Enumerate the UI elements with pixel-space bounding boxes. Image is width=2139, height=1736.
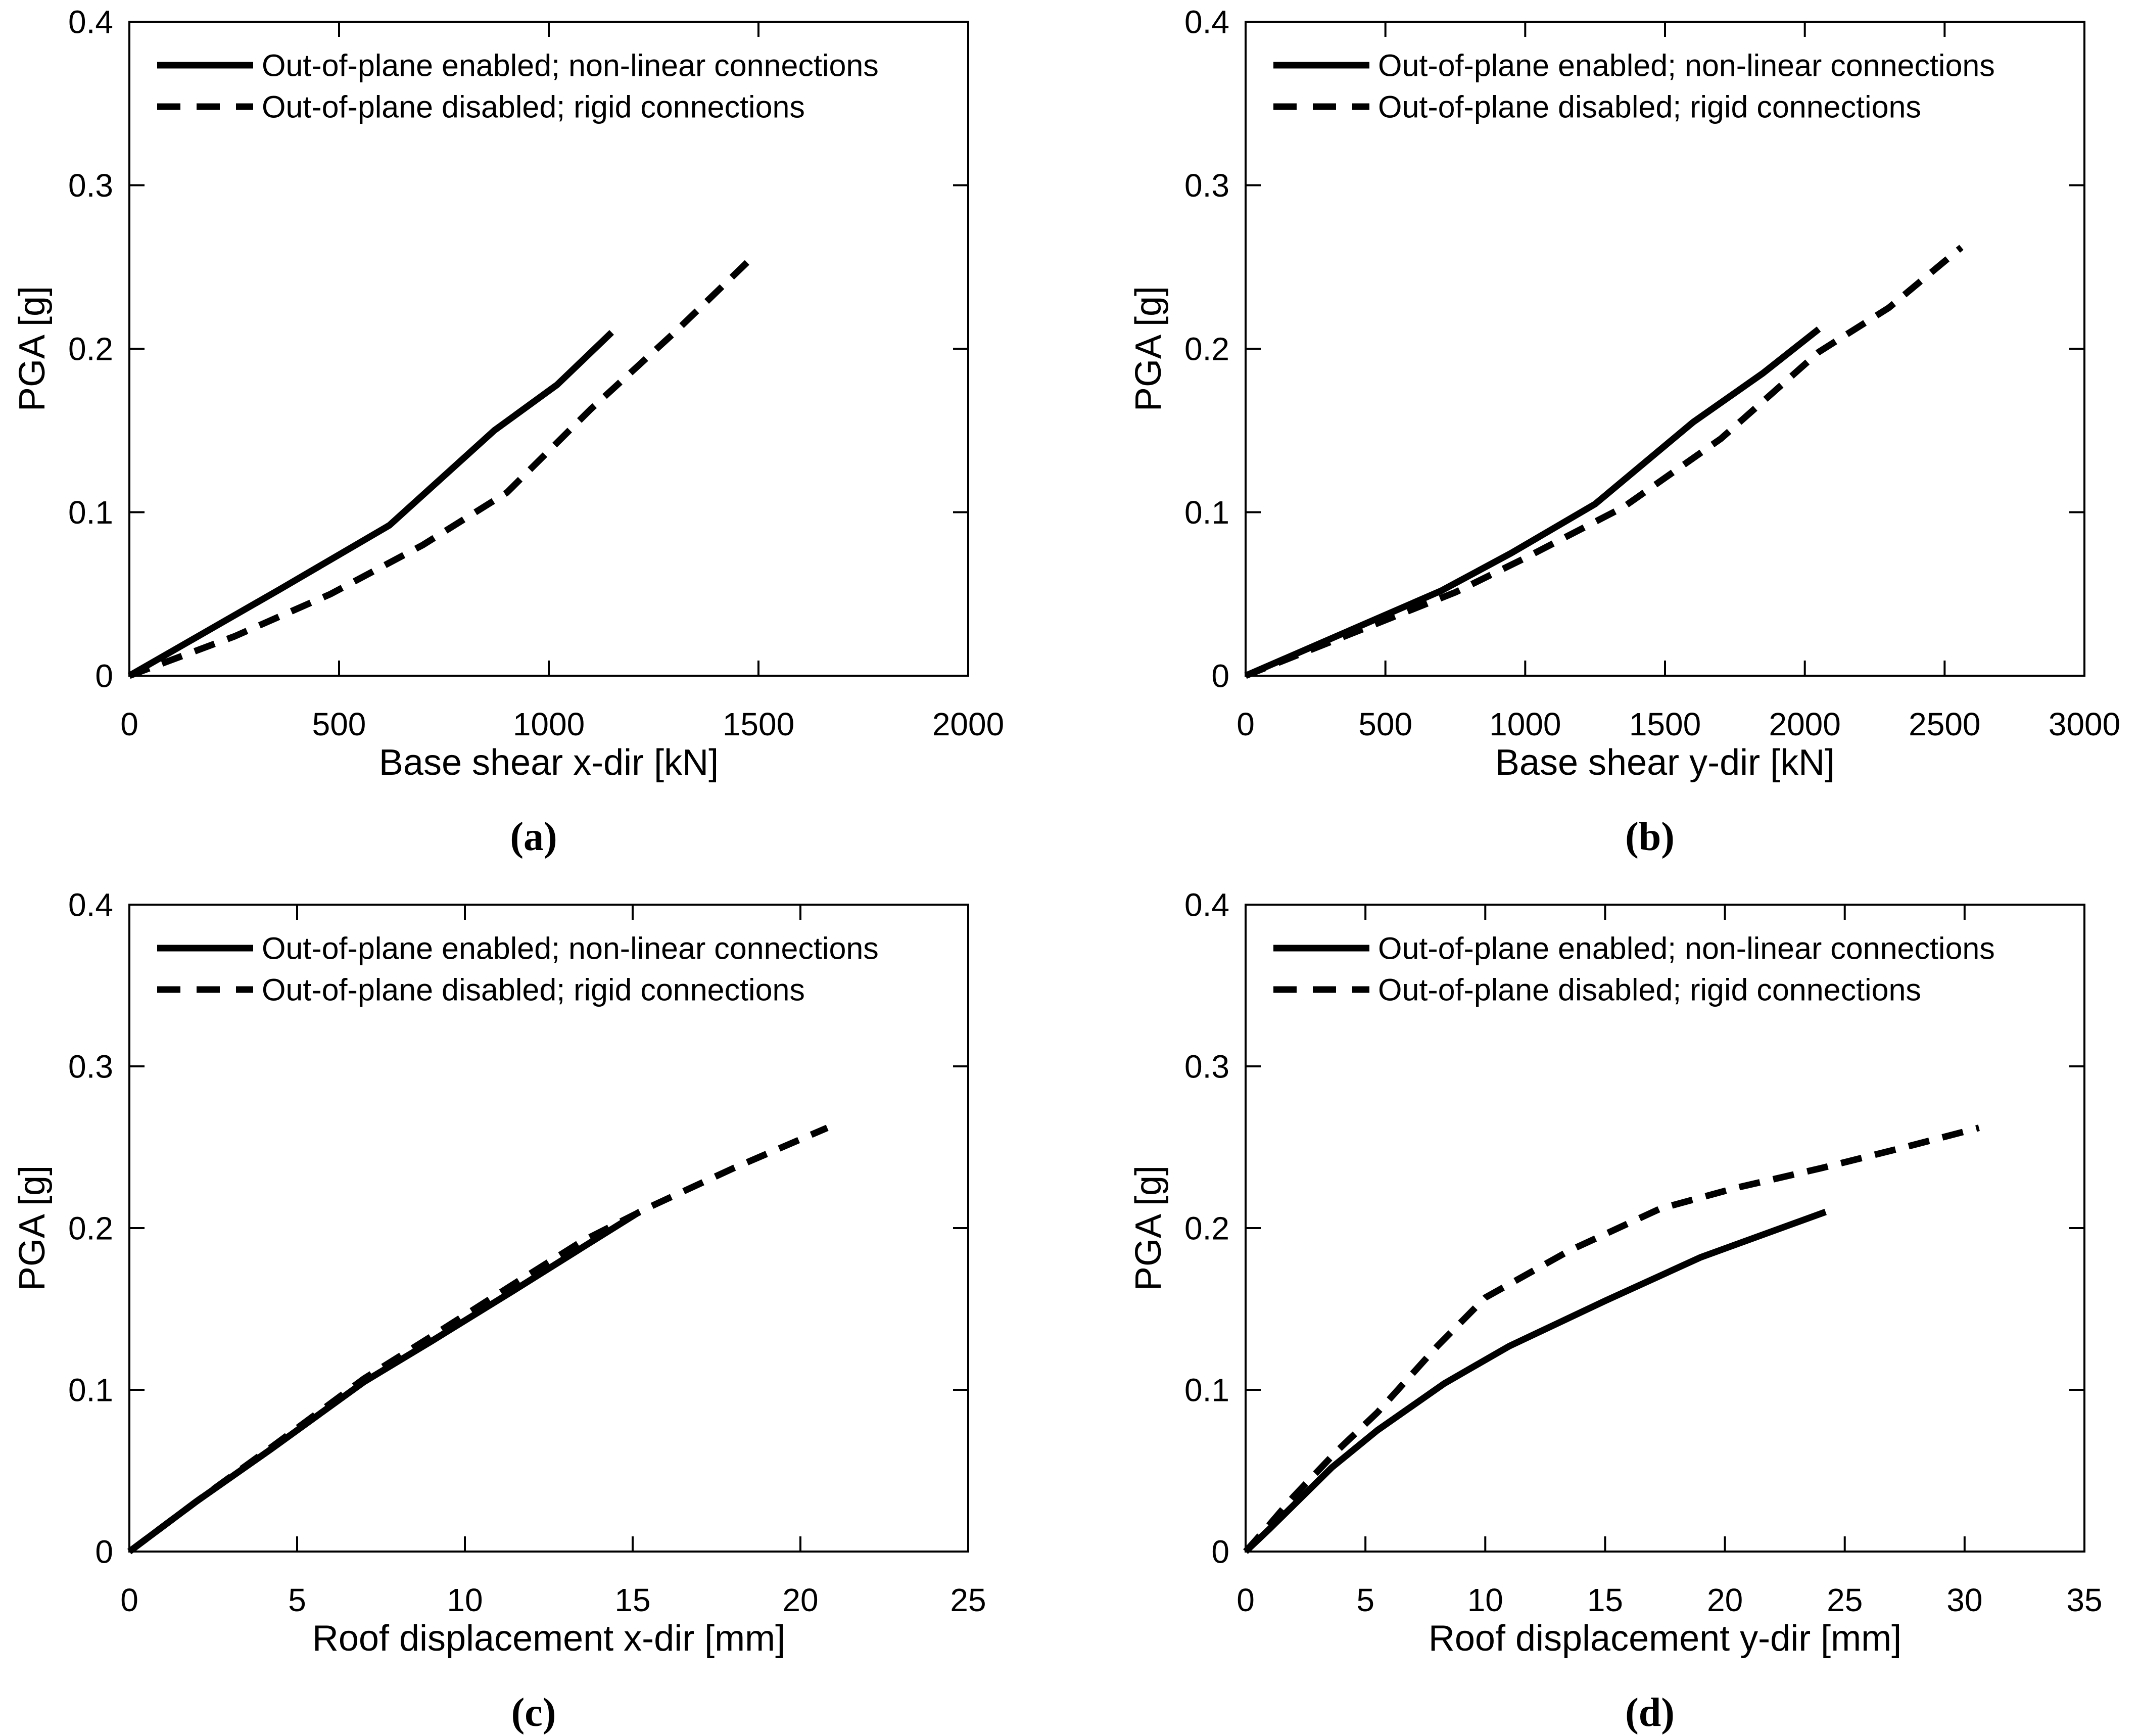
legend: Out-of-plane enabled; non-linear connect… xyxy=(1273,48,1995,124)
y-tick-label: 0.2 xyxy=(1184,1210,1229,1246)
x-tick-label: 2500 xyxy=(1909,706,1980,742)
y-tick-label: 0.3 xyxy=(68,1048,113,1085)
y-tick-label: 0.4 xyxy=(68,886,113,923)
y-tick-label: 0.2 xyxy=(1184,331,1229,367)
y-axis-label: PGA [g] xyxy=(1128,286,1169,411)
y-tick-label: 0.3 xyxy=(1184,167,1229,204)
x-tick-label: 0 xyxy=(1237,706,1255,742)
x-tick-label: 15 xyxy=(614,1582,650,1618)
y-axis-label: PGA [g] xyxy=(12,1165,53,1291)
x-tick-label: 25 xyxy=(1827,1582,1863,1618)
y-axis-label: PGA [g] xyxy=(1128,1165,1169,1291)
legend-label: Out-of-plane enabled; non-linear connect… xyxy=(262,48,879,82)
y-tick-label: 0.1 xyxy=(1184,1372,1229,1408)
y-tick-label: 0 xyxy=(1211,658,1229,694)
x-tick-label: 20 xyxy=(1707,1582,1743,1618)
y-tick-label: 0.2 xyxy=(68,331,113,367)
x-tick-label: 0 xyxy=(120,1582,138,1618)
series-dashed xyxy=(1243,1124,1980,1554)
x-axis-label: Base shear y-dir [kN] xyxy=(1495,742,1835,783)
x-tick-label: 25 xyxy=(950,1582,986,1618)
legend-label: Out-of-plane disabled; rigid connections xyxy=(1378,89,1921,124)
series-solid xyxy=(1244,326,1821,679)
series-solid xyxy=(127,1209,641,1555)
series-dashed xyxy=(127,1124,829,1555)
x-tick-label: 20 xyxy=(782,1582,818,1618)
x-tick-label: 1000 xyxy=(1489,706,1561,742)
panel-a: 0 500 1000 1500 2000 0 0.1 0.2 0.3 0.4 Base shear … xyxy=(12,4,1004,859)
x-axis-label: Roof displacement y-dir [mm] xyxy=(1429,1618,1902,1659)
x-tick-label: 2000 xyxy=(932,706,1004,742)
y-tick-label: 0.3 xyxy=(68,167,113,204)
y-tick-label: 0.2 xyxy=(68,1210,113,1246)
legend-label: Out-of-plane enabled; non-linear connect… xyxy=(1378,931,1995,965)
y-tick-label: 0.1 xyxy=(1184,494,1229,531)
x-tick-label: 5 xyxy=(1356,1582,1374,1618)
x-tick-label: 35 xyxy=(2066,1582,2102,1618)
series-solid xyxy=(1243,1208,1827,1554)
y-tick-label: 0.4 xyxy=(1184,886,1229,923)
x-tick-label: 0 xyxy=(120,706,138,742)
x-tick-label: 1000 xyxy=(513,706,585,742)
x-axis-label: Base shear x-dir [kN] xyxy=(379,742,719,783)
x-tick-label: 15 xyxy=(1587,1582,1623,1618)
y-tick-label: 0.4 xyxy=(68,4,113,40)
y-tick-label: 0.1 xyxy=(68,494,113,531)
x-tick-label: 500 xyxy=(1358,706,1412,742)
legend: Out-of-plane enabled; non-linear connect… xyxy=(1273,931,1995,1007)
series-dashed xyxy=(1244,245,1964,679)
x-axis-label: Roof displacement x-dir [mm] xyxy=(312,1618,785,1659)
x-tick-label: 5 xyxy=(288,1582,306,1618)
legend-label: Out-of-plane disabled; rigid connections xyxy=(262,972,805,1007)
series-dashed xyxy=(128,253,757,679)
legend-label: Out-of-plane enabled; non-linear connect… xyxy=(262,931,879,965)
panel-b: 0 500 1000 1500 2000 2500 3000 0 0.1 0.2 0.3 0.4 Bas… xyxy=(1128,4,2120,859)
y-tick-label: 0.4 xyxy=(1184,4,1229,40)
x-tick-label: 10 xyxy=(1467,1582,1503,1618)
x-tick-label: 30 xyxy=(1946,1582,1982,1618)
series-solid xyxy=(127,330,614,679)
y-tick-label: 0 xyxy=(95,1533,113,1570)
panel-letter: (a) xyxy=(510,815,557,859)
x-tick-label: 3000 xyxy=(2049,706,2120,742)
legend-label: Out-of-plane disabled; rigid connections xyxy=(262,89,805,124)
legend: Out-of-plane enabled; non-linear connect… xyxy=(157,48,879,124)
x-tick-label: 1500 xyxy=(723,706,794,742)
legend: Out-of-plane enabled; non-linear connect… xyxy=(157,931,879,1007)
x-tick-label: 2000 xyxy=(1769,706,1840,742)
panel-d: 0 5 10 15 20 25 30 35 0 0.1 0.2 0.3 0.4 Roof displace… xyxy=(1128,886,2103,1735)
panel-c: 0 5 10 15 20 25 0 0.1 0.2 0.3 0.4 Roof displacement… xyxy=(12,886,986,1735)
panel-letter: (c) xyxy=(511,1691,556,1735)
legend-label: Out-of-plane enabled; non-linear connect… xyxy=(1378,48,1995,82)
y-tick-label: 0 xyxy=(1211,1533,1229,1570)
x-tick-label: 0 xyxy=(1237,1582,1255,1618)
x-tick-label: 500 xyxy=(312,706,366,742)
x-tick-label: 10 xyxy=(447,1582,483,1618)
y-axis-label: PGA [g] xyxy=(12,286,53,411)
legend-label: Out-of-plane disabled; rigid connections xyxy=(1378,972,1921,1007)
panel-letter: (d) xyxy=(1625,1691,1675,1735)
panel-letter: (b) xyxy=(1625,815,1675,859)
y-tick-label: 0.3 xyxy=(1184,1048,1229,1085)
y-tick-label: 0 xyxy=(95,658,113,694)
y-tick-label: 0.1 xyxy=(68,1372,113,1408)
x-tick-label: 1500 xyxy=(1629,706,1701,742)
